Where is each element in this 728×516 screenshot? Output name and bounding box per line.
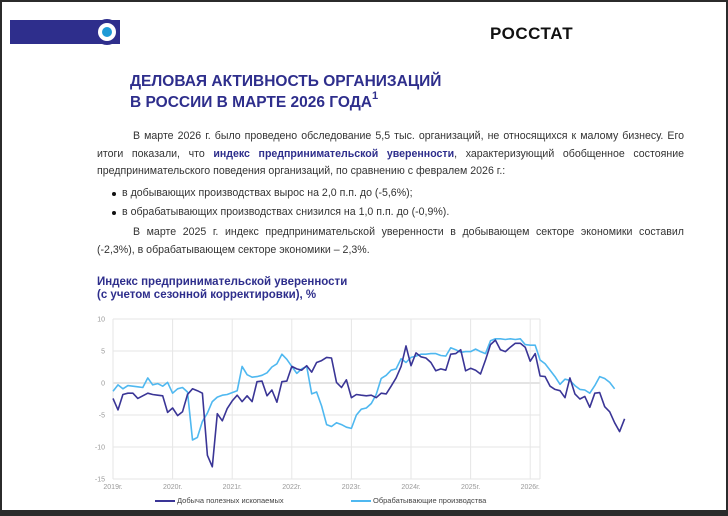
comparison-paragraph: В марте 2025 г. индекс предпринимательск… bbox=[97, 224, 684, 259]
highlight-term: индекс предпринимательской уверенности bbox=[213, 147, 455, 160]
series-line bbox=[112, 339, 626, 468]
chart-series bbox=[112, 337, 626, 468]
y-tick-label: -10 bbox=[95, 445, 105, 452]
y-tick-label: 5 bbox=[101, 349, 105, 356]
legend-item-mining: Добыча полезных ископаемых bbox=[155, 496, 284, 505]
y-tick-label: 0 bbox=[101, 381, 105, 388]
x-tick-label: 2024г. bbox=[401, 484, 420, 491]
legend-swatch bbox=[155, 499, 175, 502]
x-tick-label: 2022г. bbox=[282, 484, 301, 491]
intro-text-end: , характеризующий обобщенное состояние п… bbox=[97, 147, 685, 178]
page-title: ДЕЛОВАЯ АКТИВНОСТЬ ОРГАНИЗАЦИЙ В РОССИИ … bbox=[130, 73, 441, 111]
bullet-item: в обрабатывающих производствах снизился … bbox=[112, 203, 449, 222]
report-page: РОССТАТ ДЕЛОВАЯ АКТИВНОСТЬ ОРГАНИЗАЦИЙ В… bbox=[2, 2, 726, 510]
x-axis-ticks: 2019г. 2020г. 2021г. 2022г. 2023г. 2024г. 2025… bbox=[103, 484, 539, 491]
y-axis-ticks: 10 5 0 -5 -10 -15 bbox=[95, 317, 105, 484]
bullet-item: в добывающих производствах вырос на 2,0 … bbox=[112, 184, 449, 203]
legend-label: Обрабатывающие производства bbox=[373, 496, 487, 505]
y-tick-label: -15 bbox=[95, 477, 105, 484]
chart-grid bbox=[112, 318, 541, 480]
bullet-icon bbox=[112, 191, 116, 196]
title-line-2-text: В РОССИИ В МАРТЕ 2026 ГОДА bbox=[130, 94, 372, 112]
comparison-text: В марте 2025 г. индекс предпринимательск… bbox=[97, 226, 684, 256]
bullet-text: в добывающих производствах вырос на 2,0 … bbox=[122, 187, 413, 199]
x-tick-label: 2026г. bbox=[521, 484, 540, 491]
x-tick-label: 2020г. bbox=[163, 484, 182, 491]
title-line-1: ДЕЛОВАЯ АКТИВНОСТЬ ОРГАНИЗАЦИЙ bbox=[130, 73, 442, 90]
x-tick-label: 2025г. bbox=[461, 484, 480, 491]
intro-text-start: В марте 2026 г. было проведено обследова… bbox=[97, 130, 684, 160]
chart-title-line-2: (с учетом сезонной корректировки), % bbox=[97, 289, 317, 301]
legend-item-manufacturing: Обрабатывающие производства bbox=[351, 496, 486, 505]
chart-title-line-1: Индекс предпринимательской уверенности bbox=[97, 276, 348, 288]
bullet-text: в обрабатывающих производствах снизился … bbox=[122, 206, 450, 218]
x-tick-label: 2023г. bbox=[342, 484, 361, 491]
legend-label: Добыча полезных ископаемых bbox=[177, 496, 284, 505]
x-tick-label: 2019г. bbox=[103, 484, 122, 491]
legend-swatch bbox=[351, 499, 371, 502]
footnote-marker[interactable]: 1 bbox=[371, 90, 379, 102]
title-line-2: В РОССИИ В МАРТЕ 2026 ГОДА1 bbox=[130, 90, 441, 111]
intro-paragraph: В марте 2026 г. было проведено обследова… bbox=[97, 128, 684, 181]
y-tick-label: 10 bbox=[97, 317, 105, 324]
bullet-icon bbox=[112, 210, 116, 215]
brand-name: РОССТАТ bbox=[490, 24, 574, 43]
bullet-list: в добывающих производствах вырос на 2,0 … bbox=[112, 184, 449, 222]
series-line bbox=[112, 337, 616, 441]
chart-title: Индекс предпринимательской уверенности (… bbox=[97, 276, 347, 302]
y-tick-label: -5 bbox=[99, 413, 105, 420]
logo-dot-icon bbox=[102, 27, 112, 37]
x-tick-label: 2021г. bbox=[223, 484, 242, 491]
